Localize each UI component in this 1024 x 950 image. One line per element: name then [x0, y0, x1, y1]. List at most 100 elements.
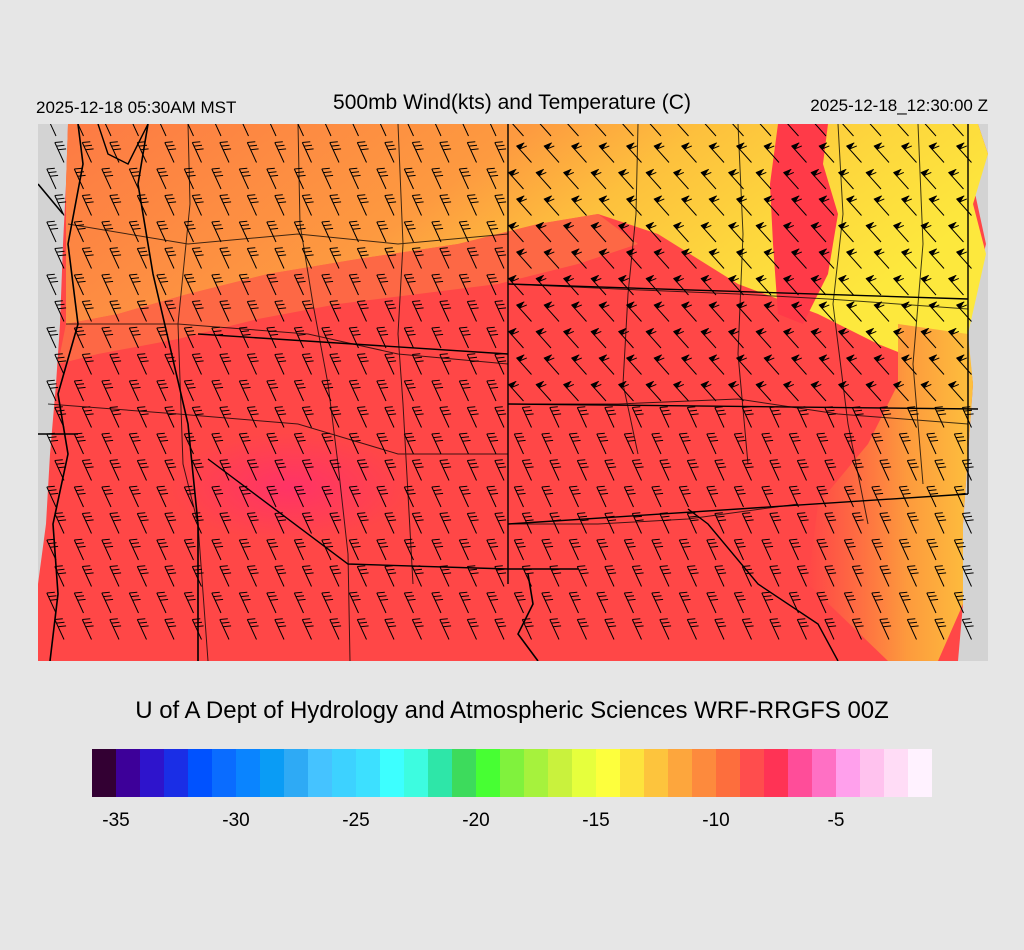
wind-barb: [293, 379, 306, 402]
wind-barb-pennant: [920, 274, 929, 283]
wind-barb: [704, 124, 717, 137]
wind-barb: [759, 124, 772, 137]
wind-barb: [733, 591, 746, 614]
wind-barb-pennant: [947, 221, 957, 230]
colorbar-swatch: [788, 749, 812, 797]
wind-barb-pennant: [645, 221, 654, 230]
colorbar-tick-label: -20: [462, 810, 490, 831]
wind-barb-pennant: [837, 380, 847, 389]
wind-barb: [651, 538, 664, 561]
wind-barb-pennant: [727, 274, 737, 283]
wind-barb-pennant: [755, 274, 764, 283]
wind-barb: [824, 406, 837, 428]
wind-barb: [796, 406, 809, 428]
wind-barb-pennant: [920, 168, 929, 177]
wind-barb: [906, 406, 919, 428]
wind-barb: [301, 565, 314, 587]
wind-barb: [651, 591, 664, 614]
wind-barb: [649, 124, 662, 137]
wind-barb-pennant: [818, 142, 827, 151]
wind-barb: [439, 565, 452, 587]
wind-barb: [191, 512, 204, 534]
wind-barb-pennant: [598, 142, 607, 151]
wind-barb-pennant: [708, 301, 717, 310]
wind-barb: [431, 273, 444, 296]
wind-barb: [411, 565, 424, 587]
wind-barb: [329, 459, 342, 481]
wind-barb: [219, 141, 232, 163]
wind-barb-pennant: [865, 274, 874, 283]
wind-barb-pennant: [680, 142, 690, 151]
wind-barb-pennant: [947, 380, 957, 389]
wind-barb-pennant: [865, 380, 874, 389]
wind-barb-pennant: [617, 274, 627, 283]
wind-barb: [513, 485, 526, 508]
wind-barb: [54, 247, 67, 269]
wind-barb: [733, 432, 746, 455]
wind-barb: [796, 618, 809, 640]
wind-barb: [321, 273, 334, 296]
wind-barb: [466, 353, 479, 375]
wind-barb: [73, 326, 86, 349]
wind-barb: [136, 565, 149, 587]
wind-barb: [494, 565, 507, 587]
wind-barb-pennant: [708, 248, 717, 257]
wind-barb: [512, 124, 524, 137]
wind-barb: [73, 273, 86, 296]
wind-barb: [246, 406, 259, 428]
wind-barb: [164, 565, 177, 587]
wind-barb-pennant: [865, 168, 874, 177]
wind-barb: [191, 247, 204, 269]
wind-barb: [486, 432, 499, 455]
wind-barb: [631, 406, 644, 428]
wind-barb: [238, 379, 251, 402]
wind-barb: [431, 379, 444, 402]
wind-barb: [411, 247, 424, 269]
wind-barb: [191, 618, 204, 640]
wind-barb: [714, 406, 727, 428]
wind-barb: [733, 538, 746, 561]
wind-barb: [156, 220, 169, 243]
wind-barb: [376, 485, 389, 508]
wind-barb: [466, 618, 479, 640]
wind-barb: [183, 538, 196, 561]
wind-barb: [46, 485, 59, 508]
wind-barb: [156, 432, 169, 455]
wind-barb: [796, 512, 809, 534]
wind-barb-pennant: [818, 195, 827, 204]
colorbar-swatch: [860, 749, 884, 797]
wind-barb: [576, 459, 589, 481]
colorbar-swatch: [380, 749, 404, 797]
wind-barb-pennant: [543, 301, 552, 310]
wind-barb-pennant: [928, 301, 937, 310]
wind-barb: [486, 326, 499, 349]
wind-barb: [128, 485, 141, 508]
wind-barb: [439, 247, 452, 269]
wind-barb: [132, 124, 139, 137]
wind-barb: [384, 459, 397, 481]
wind-barb: [301, 512, 314, 534]
wind-barb: [953, 432, 966, 455]
wind-barb: [219, 459, 232, 481]
wind-barb-pennant: [507, 168, 517, 177]
colorbar-swatch: [692, 749, 716, 797]
wind-barb: [101, 591, 114, 614]
wind-barb: [164, 618, 177, 640]
wind-barb: [521, 618, 534, 640]
wind-barb-pennant: [845, 354, 855, 363]
wind-barb: [824, 459, 837, 481]
wind-barb: [379, 124, 387, 137]
wind-barb: [631, 512, 644, 534]
wind-barb: [101, 220, 114, 243]
wind-barb-pennant: [672, 327, 682, 336]
wind-barb-pennant: [735, 195, 745, 204]
wind-barb: [842, 124, 854, 137]
wind-barb: [486, 273, 499, 296]
colorbar-swatch: [260, 749, 284, 797]
wind-barb: [191, 194, 204, 216]
wind-barb: [109, 194, 122, 216]
temperature-field-band: [58, 214, 638, 364]
wind-barb: [321, 220, 334, 243]
wind-barb: [403, 220, 416, 243]
wind-barb-pennant: [782, 221, 792, 230]
